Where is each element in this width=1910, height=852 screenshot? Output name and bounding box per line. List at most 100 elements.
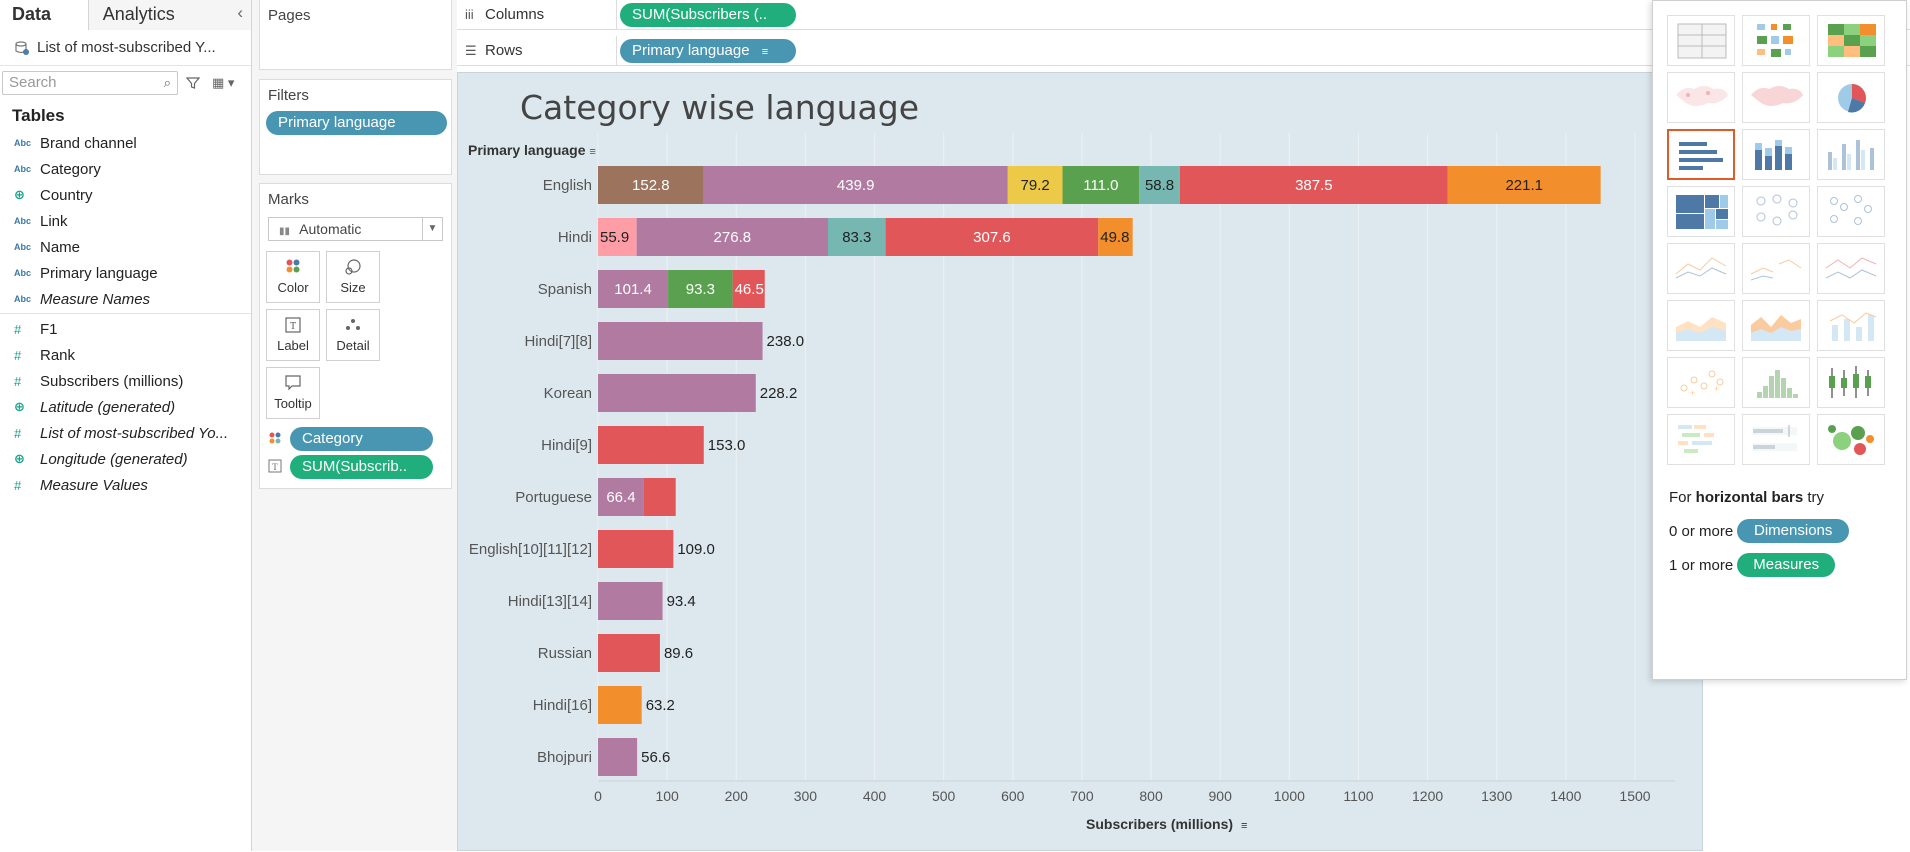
highlight-table-icon[interactable] [1817, 15, 1885, 66]
stacked-bars-icon[interactable] [1742, 129, 1810, 180]
category-label[interactable]: Hindi[13][14] [508, 593, 592, 610]
bar-segment[interactable] [598, 374, 756, 412]
category-label[interactable]: Spanish [538, 281, 592, 298]
axis-sort-icon[interactable]: ≡ [1240, 820, 1248, 832]
lines-continuous-icon[interactable] [1667, 243, 1735, 294]
pie-chart-icon[interactable] [1817, 72, 1885, 123]
label-pill-sum-subscribers[interactable]: SUM(Subscrib.. [290, 455, 433, 479]
field-item[interactable]: # Rank [0, 342, 251, 368]
bar-segment[interactable] [643, 478, 676, 516]
category-label[interactable]: English [543, 177, 592, 194]
datasource-row[interactable]: List of most-subscribed Y... [0, 30, 251, 66]
bar-segment[interactable] [668, 270, 733, 308]
bar-segment[interactable] [598, 530, 674, 568]
field-item[interactable]: ⊕ Longitude (generated) [0, 446, 251, 472]
bar-segment[interactable] [598, 270, 669, 308]
area-continuous-icon[interactable] [1667, 300, 1735, 351]
bar-segment[interactable] [598, 582, 663, 620]
mark-buttons: Color Size T Label Detail [260, 247, 451, 425]
field-item[interactable]: Abc Category [0, 156, 251, 182]
filled-map-icon[interactable] [1742, 72, 1810, 123]
field-item[interactable]: # List of most-subscribed Yo... [0, 420, 251, 446]
gantt-chart-icon[interactable] [1667, 414, 1735, 465]
bar-segment[interactable] [1447, 166, 1601, 204]
text-table-icon[interactable] [1667, 15, 1735, 66]
field-item[interactable]: Abc Name [0, 234, 251, 260]
scatter-plot-icon[interactable]: + + [1667, 357, 1735, 408]
bar-segment[interactable] [1139, 166, 1180, 204]
bar-segment[interactable] [703, 166, 1008, 204]
area-discrete-icon[interactable] [1742, 300, 1810, 351]
field-item[interactable]: # F1 [0, 316, 251, 342]
tab-analytics[interactable]: Analytics [87, 0, 251, 30]
tab-data[interactable]: Data [0, 0, 88, 30]
heat-map-icon[interactable] [1742, 15, 1810, 66]
field-item[interactable]: ⊕ Country [0, 182, 251, 208]
mark-type-dropdown[interactable]: ▮▮ Automatic ▼ [268, 217, 443, 241]
color-pill-category[interactable]: Category [290, 427, 433, 451]
bullet-graph-icon[interactable] [1742, 414, 1810, 465]
field-item[interactable]: Abc Measure Names [0, 286, 251, 312]
category-label[interactable]: Hindi[16] [533, 697, 592, 714]
category-label[interactable]: Hindi [558, 229, 592, 246]
bar-segment[interactable] [1007, 166, 1063, 204]
field-item[interactable]: Abc Link [0, 208, 251, 234]
bar-segment[interactable] [732, 270, 765, 308]
search-input[interactable]: Search ⌕ [2, 71, 178, 95]
bar-segment[interactable] [598, 634, 660, 672]
box-and-whisker-icon[interactable] [1817, 357, 1885, 408]
rows-pill-primary-language[interactable]: Primary language ≡ [620, 39, 796, 63]
filters-card[interactable]: Filters Primary language [259, 79, 452, 175]
bar-segment[interactable] [828, 218, 886, 256]
lines-discrete-icon[interactable] [1742, 243, 1810, 294]
tooltip-button[interactable]: Tooltip [266, 367, 320, 419]
columns-pill-sum-subscribers[interactable]: SUM(Subscribers (.. [620, 3, 796, 27]
pages-title: Pages [268, 7, 311, 24]
filter-fields-icon[interactable] [185, 76, 201, 90]
filter-pill-primary-language[interactable]: Primary language [266, 111, 447, 135]
packed-bubbles-icon[interactable] [1817, 414, 1885, 465]
dual-lines-icon[interactable] [1817, 243, 1885, 294]
side-by-side-circles-icon[interactable] [1817, 186, 1885, 237]
category-label[interactable]: Hindi[7][8] [524, 333, 592, 350]
bar-segment[interactable] [598, 686, 642, 724]
pages-card[interactable]: Pages [259, 0, 452, 70]
row-header[interactable]: Primary language ≡ [468, 142, 596, 158]
bar-segment[interactable] [1062, 166, 1140, 204]
histogram-icon[interactable] [1742, 357, 1810, 408]
bar-segment[interactable] [1179, 166, 1448, 204]
collapse-pane-icon[interactable]: ‹ [237, 3, 243, 22]
sort-icon[interactable]: ≡ [589, 146, 596, 158]
field-item[interactable]: ⊕ Latitude (generated) [0, 394, 251, 420]
category-label[interactable]: English[10][11][12] [469, 541, 592, 558]
field-item[interactable]: Abc Brand channel [0, 130, 251, 156]
bar-segment[interactable] [598, 478, 644, 516]
view-options-icon[interactable]: ▦ ▾ [212, 75, 235, 90]
field-item[interactable]: # Subscribers (millions) [0, 368, 251, 394]
category-label[interactable]: Bhojpuri [537, 749, 592, 766]
bar-segment[interactable] [598, 426, 704, 464]
circle-views-icon[interactable] [1742, 186, 1810, 237]
field-item[interactable]: Abc Primary language [0, 260, 251, 286]
bar-segment[interactable] [598, 738, 638, 776]
bar-segment[interactable] [598, 218, 637, 256]
treemap-icon[interactable] [1667, 186, 1735, 237]
bar-segment[interactable] [636, 218, 829, 256]
bar-segment[interactable] [1098, 218, 1133, 256]
category-label[interactable]: Korean [544, 385, 592, 402]
size-button[interactable]: Size [326, 251, 380, 303]
horizontal-bars-icon[interactable] [1667, 129, 1735, 180]
field-item[interactable]: # Measure Values [0, 472, 251, 498]
bar-segment[interactable] [598, 322, 763, 360]
bar-segment[interactable] [885, 218, 1099, 256]
detail-button[interactable]: Detail [326, 309, 380, 361]
bar-segment[interactable] [598, 166, 704, 204]
category-label[interactable]: Russian [538, 645, 592, 662]
side-by-side-bars-icon[interactable] [1817, 129, 1885, 180]
label-button[interactable]: T Label [266, 309, 320, 361]
dual-combination-icon[interactable] [1817, 300, 1885, 351]
symbol-map-icon[interactable] [1667, 72, 1735, 123]
category-label[interactable]: Hindi[9] [541, 437, 592, 454]
category-label[interactable]: Portuguese [515, 489, 592, 506]
color-button[interactable]: Color [266, 251, 320, 303]
